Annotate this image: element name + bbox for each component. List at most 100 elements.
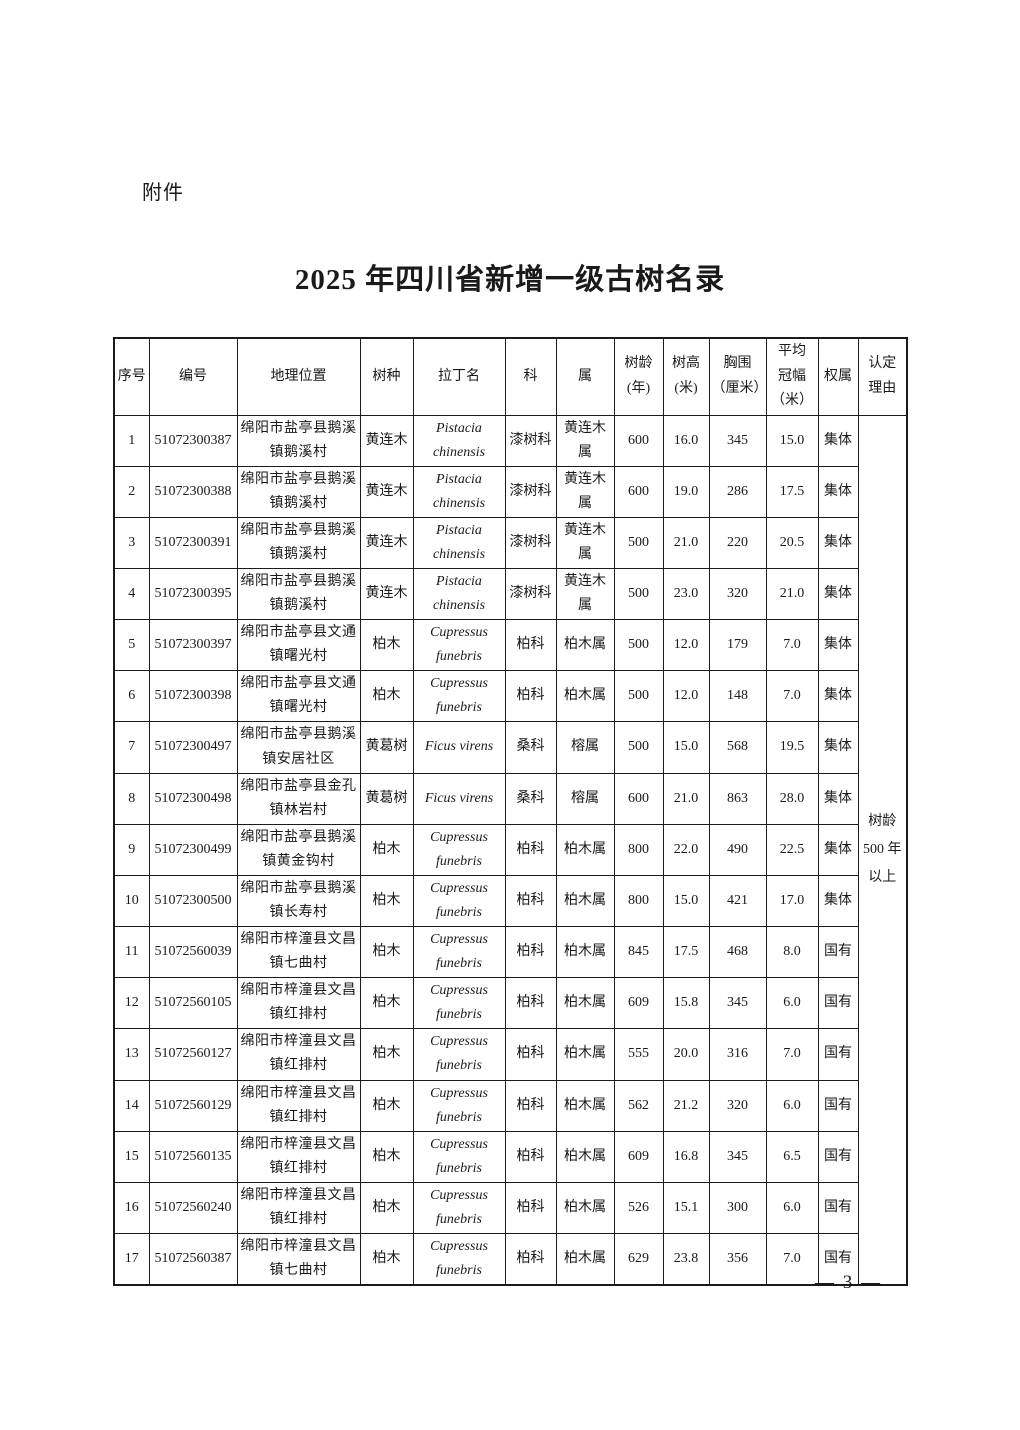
cell-crown: 21.0 bbox=[765, 567, 819, 621]
cell-girth: 220 bbox=[708, 516, 767, 569]
cell-seq: 13 bbox=[113, 1028, 150, 1081]
cell-girth: 300 bbox=[708, 1181, 767, 1235]
cell-ownership: 集体 bbox=[817, 772, 859, 825]
column-header-reason: 认定 理由 bbox=[857, 337, 908, 416]
cell-crown: 22.5 bbox=[765, 823, 819, 876]
cell-species: 柏木 bbox=[359, 1181, 414, 1235]
cell-age: 500 bbox=[613, 567, 664, 621]
cell-family: 柏科 bbox=[504, 823, 557, 876]
cell-species: 柏木 bbox=[359, 823, 414, 876]
cell-age: 600 bbox=[613, 772, 664, 825]
cell-crown: 28.0 bbox=[765, 772, 819, 825]
cell-crown: 7.0 bbox=[765, 1028, 819, 1081]
cell-ownership: 集体 bbox=[817, 516, 859, 569]
cell-family: 漆树科 bbox=[504, 465, 557, 518]
cell-crown: 7.0 bbox=[765, 1233, 819, 1286]
cell-seq: 12 bbox=[113, 977, 150, 1030]
cell-girth: 356 bbox=[708, 1233, 767, 1286]
column-header-latin: 拉丁名 bbox=[412, 337, 506, 416]
cell-ownership: 集体 bbox=[817, 465, 859, 518]
cell-seq: 16 bbox=[113, 1181, 150, 1235]
column-header-genus: 属 bbox=[555, 337, 615, 416]
cell-code: 51072300499 bbox=[148, 823, 238, 876]
cell-species: 黄连木 bbox=[359, 465, 414, 518]
cell-seq: 6 bbox=[113, 670, 150, 723]
table-row: 13 51072560127 绵阳市梓潼县文昌镇红排村 柏木 Cupressus fun… bbox=[113, 1028, 907, 1081]
cell-code: 51072560240 bbox=[148, 1181, 238, 1235]
cell-ownership: 集体 bbox=[817, 619, 859, 672]
cell-latin: Cupressus funebris bbox=[412, 1181, 506, 1235]
cell-latin: Ficus virens bbox=[412, 772, 506, 825]
cell-code: 51072560105 bbox=[148, 977, 238, 1030]
cell-age: 609 bbox=[613, 1130, 664, 1183]
cell-code: 51072300500 bbox=[148, 874, 238, 928]
cell-location: 绵阳市梓潼县文昌镇红排村 bbox=[236, 1130, 361, 1183]
column-header-species: 树种 bbox=[359, 337, 414, 416]
page-number: — 3 — bbox=[815, 1272, 882, 1293]
cell-ownership: 集体 bbox=[817, 567, 859, 621]
table-row: 2 51072300388 绵阳市盐亭县鹅溪镇鹅溪村 黄连木 Pistacia chin… bbox=[113, 465, 907, 518]
cell-latin: Cupressus funebris bbox=[412, 823, 506, 876]
cell-seq: 5 bbox=[113, 619, 150, 672]
cell-height: 19.0 bbox=[662, 465, 710, 518]
cell-latin: Cupressus funebris bbox=[412, 977, 506, 1030]
table-row: 6 51072300398 绵阳市盐亭县文通镇曙光村 柏木 Cupressus fune… bbox=[113, 670, 907, 723]
column-header-ownership: 权属 bbox=[817, 337, 859, 416]
cell-family: 柏科 bbox=[504, 1181, 557, 1235]
table-row: 15 51072560135 绵阳市梓潼县文昌镇红排村 柏木 Cupressus fun… bbox=[113, 1130, 907, 1183]
cell-girth: 320 bbox=[708, 1079, 767, 1132]
table-row: 1 51072300387 绵阳市盐亭县鹅溪镇鹅溪村 黄连木 Pistacia chin… bbox=[113, 414, 908, 1286]
cell-height: 15.0 bbox=[662, 721, 710, 774]
cell-species: 柏木 bbox=[359, 926, 414, 979]
cell-ownership: 国有 bbox=[817, 1079, 859, 1132]
cell-crown: 17.0 bbox=[765, 874, 819, 928]
cell-family: 柏科 bbox=[504, 1079, 557, 1132]
table-row: 16 51072560240 绵阳市梓潼县文昌镇红排村 柏木 Cupressus fun… bbox=[113, 1181, 907, 1235]
cell-seq: 14 bbox=[113, 1079, 150, 1132]
cell-age: 500 bbox=[613, 670, 664, 723]
cell-genus: 柏木属 bbox=[555, 1028, 615, 1081]
cell-location: 绵阳市盐亭县鹅溪镇鹅溪村 bbox=[236, 567, 361, 621]
table-row: 10 51072300500 绵阳市盐亭县鹅溪镇长寿村 柏木 Cupressus fun… bbox=[113, 874, 907, 928]
cell-crown: 7.0 bbox=[765, 670, 819, 723]
cell-location: 绵阳市盐亭县鹅溪镇鹅溪村 bbox=[236, 516, 361, 569]
cell-girth: 421 bbox=[708, 874, 767, 928]
table-row: 9 51072300499 绵阳市盐亭县鹅溪镇黄金钩村 柏木 Cupressus fun… bbox=[113, 823, 907, 876]
cell-latin: Pistacia chinensis bbox=[412, 567, 506, 621]
cell-seq: 8 bbox=[113, 772, 150, 825]
cell-genus: 柏木属 bbox=[555, 619, 615, 672]
cell-age: 629 bbox=[613, 1233, 664, 1286]
cell-family: 柏科 bbox=[504, 1028, 557, 1081]
cell-genus: 柏木属 bbox=[555, 1130, 615, 1183]
cell-age: 845 bbox=[613, 926, 664, 979]
cell-ownership: 国有 bbox=[817, 977, 859, 1030]
cell-latin: Cupressus funebris bbox=[412, 619, 506, 672]
cell-seq: 11 bbox=[113, 926, 150, 979]
cell-crown: 20.5 bbox=[765, 516, 819, 569]
cell-family: 漆树科 bbox=[504, 567, 557, 621]
column-header-height: 树高 (米) bbox=[662, 337, 710, 416]
cell-ownership: 集体 bbox=[817, 874, 859, 928]
table-body: 1 51072300387 绵阳市盐亭县鹅溪镇鹅溪村 黄连木 Pistacia chin… bbox=[113, 414, 908, 1286]
table-header: 序号 编号 地理位置 树种 拉丁名科属树龄 (年) 树高 (米) 胸围 （厘米） 平均 冠幅 … bbox=[113, 337, 908, 416]
cell-seq: 17 bbox=[113, 1233, 150, 1286]
cell-seq: 4 bbox=[113, 567, 150, 621]
cell-location: 绵阳市盐亭县鹅溪镇安居社区 bbox=[236, 721, 361, 774]
cell-latin: Pistacia chinensis bbox=[412, 414, 506, 467]
cell-genus: 柏木属 bbox=[555, 1181, 615, 1235]
cell-height: 21.0 bbox=[662, 772, 710, 825]
cell-genus: 黄连木属 bbox=[555, 516, 615, 569]
cell-ownership: 国有 bbox=[817, 1233, 859, 1286]
cell-genus: 柏木属 bbox=[555, 1079, 615, 1132]
table-row: 11 51072560039 绵阳市梓潼县文昌镇七曲村 柏木 Cupressus fun… bbox=[113, 926, 907, 979]
cell-age: 800 bbox=[613, 874, 664, 928]
cell-genus: 柏木属 bbox=[555, 977, 615, 1030]
cell-girth: 179 bbox=[708, 619, 767, 672]
cell-location: 绵阳市梓潼县文昌镇红排村 bbox=[236, 1028, 361, 1081]
column-header-seq: 序号 bbox=[113, 337, 150, 416]
cell-crown: 6.0 bbox=[765, 977, 819, 1030]
cell-latin: Pistacia chinensis bbox=[412, 516, 506, 569]
cell-location: 绵阳市盐亭县鹅溪镇鹅溪村 bbox=[236, 414, 361, 467]
cell-genus: 柏木属 bbox=[555, 670, 615, 723]
cell-location: 绵阳市盐亭县文通镇曙光村 bbox=[236, 619, 361, 672]
